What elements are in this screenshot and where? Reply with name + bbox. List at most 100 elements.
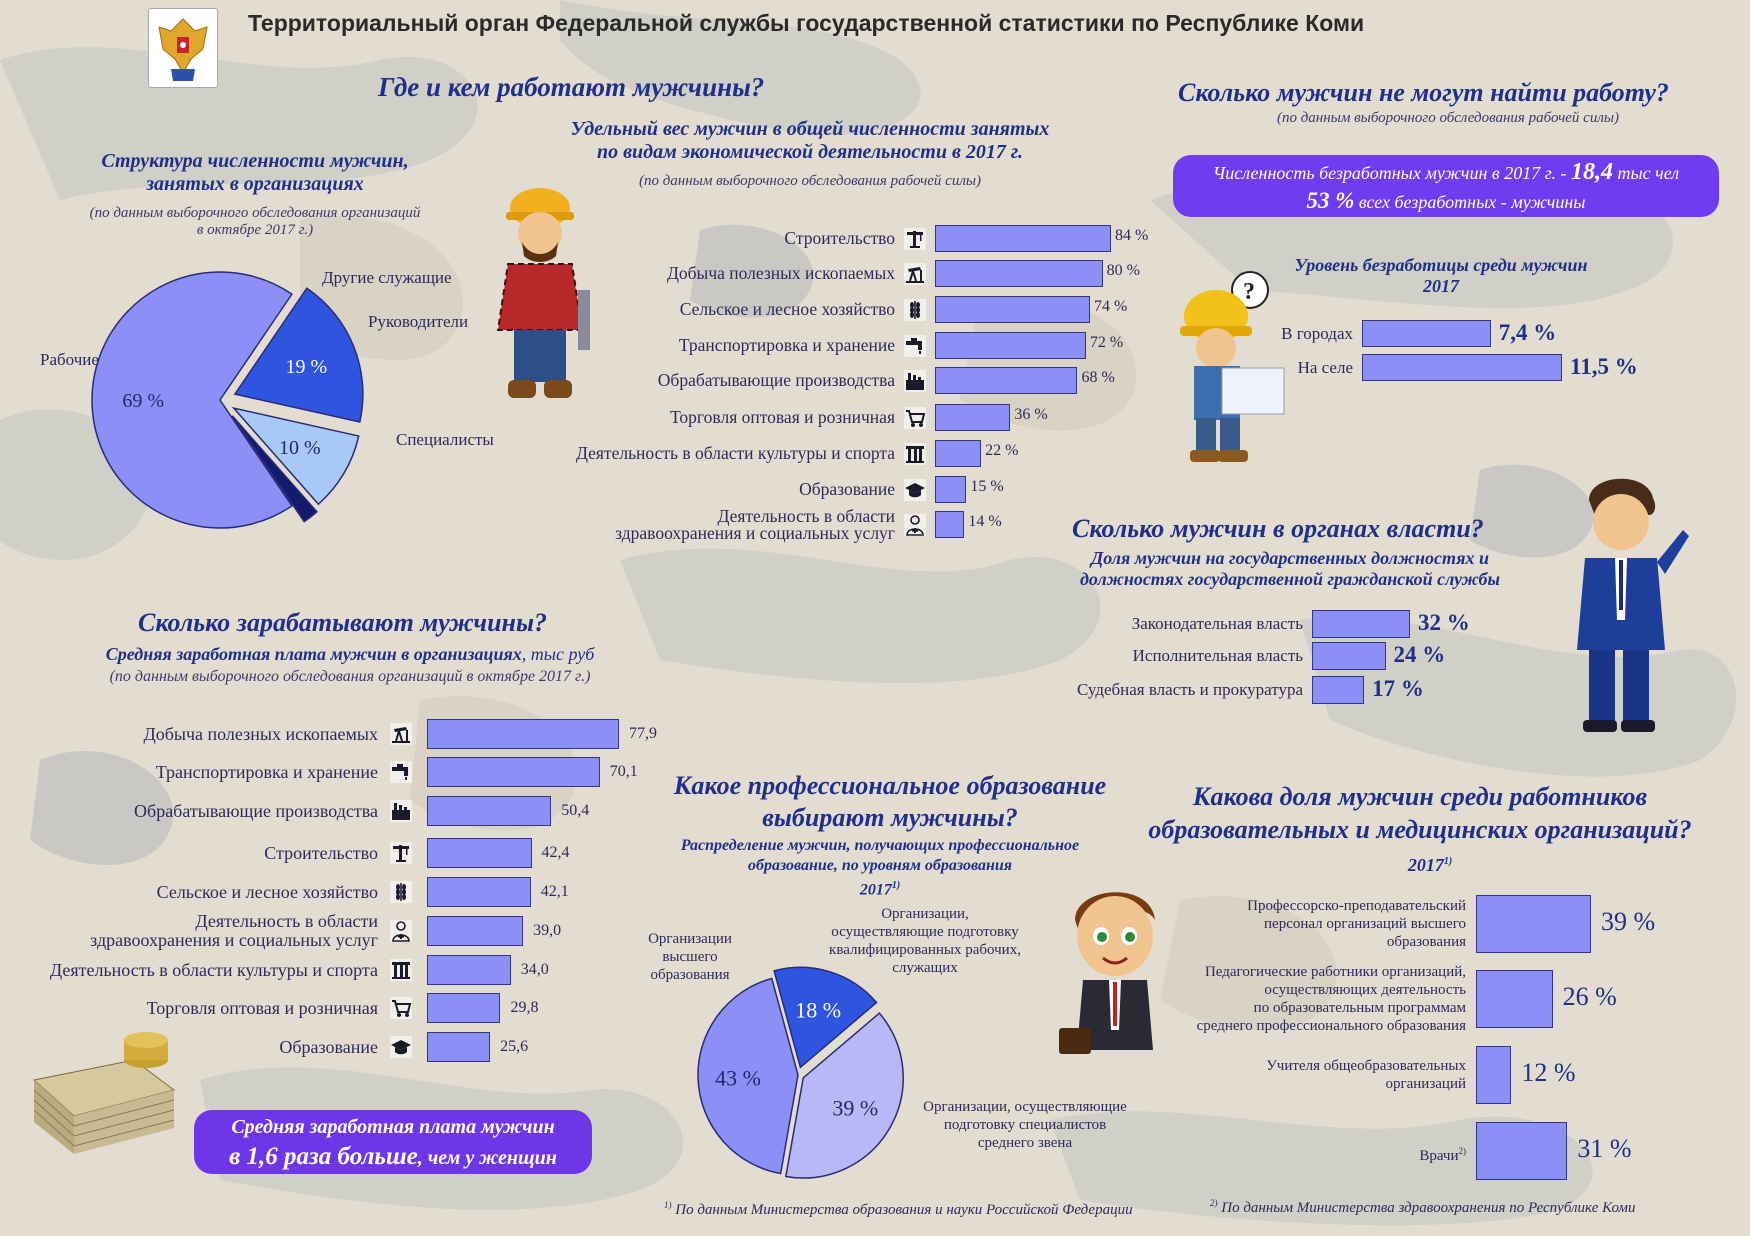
footnote-2-sup: 2) (1210, 1198, 1218, 1208)
bar-value-label: 7,4 % (1498, 320, 1557, 345)
bar-category-label: Деятельность в области здравоохранения и … (90, 912, 378, 950)
share-title-line1: Удельный вес мужчин в общей численности … (570, 118, 1050, 140)
bar-category-label: Сельское и лесное хозяйство (680, 300, 895, 318)
edu-pie-category-line: образования (650, 967, 730, 983)
bar-category-line: Врачи2) (1419, 1146, 1466, 1164)
bar-category-line: Деятельность в области (717, 505, 895, 526)
pie-slice (231, 415, 318, 523)
bar-value-label: 70,1 (609, 763, 638, 780)
factory-icon (390, 800, 412, 822)
pie-slice (91, 271, 293, 529)
bar-category-label: Обрабатывающие производства (657, 370, 895, 390)
bar (427, 916, 524, 946)
structure-note-line2: в октябре 2017 г.) (196, 222, 314, 238)
bar-category-line: Законодательная власть (1131, 614, 1303, 633)
tap-icon (390, 761, 412, 783)
share-title: Удельный вес мужчин в общей численности … (490, 118, 1130, 164)
unemp-rate-title: Уровень безработицы среди мужчин 2017 (1266, 255, 1616, 297)
unemp-title: Сколько мужчин не могут найти работу? (1178, 78, 1669, 107)
bar-value-label: 26 % (1562, 982, 1617, 1011)
salary-sub-unit: , тыс руб (521, 644, 595, 664)
bar-category-line: Транспортировка и хранение (155, 761, 378, 782)
bar-category-line: Деятельность в области (195, 911, 378, 931)
bar (427, 719, 619, 749)
edu-pie-category-line: служащих (892, 960, 958, 976)
where-title: Где и кем работают мужчины? (378, 72, 765, 102)
edu-pie-category-line: Организации, (881, 906, 969, 922)
bar (935, 296, 1091, 323)
unemp-box-count: 18,4 (1570, 159, 1613, 185)
bar (427, 1032, 491, 1062)
med-title-line1: Какова доля мужчин среди работников (1192, 782, 1648, 811)
med-year-sup: 1) (1443, 856, 1453, 867)
bar-value-label: 14 % (968, 513, 1002, 530)
bar (935, 511, 965, 538)
pie-value-label: 39 % (832, 1096, 878, 1121)
bar-value-label: 34,0 (520, 961, 549, 978)
pie-label-other: Другие служащие (322, 268, 452, 287)
bar-value-label: 32 % (1418, 610, 1470, 635)
bar-category-line: Обрабатывающие производства (657, 370, 895, 390)
cart-icon (390, 997, 412, 1019)
bar (1362, 354, 1562, 381)
bar-value-label: 17 % (1372, 676, 1424, 701)
bar-category-label: На селе (1298, 358, 1353, 377)
structure-title: Структура численности мужчин, занятых в … (30, 150, 480, 196)
bar-value-label: 68 % (1081, 369, 1115, 386)
bar (1476, 1046, 1512, 1104)
bar-category-line: персонал организаций высшего (1264, 916, 1466, 932)
bar-category-line: образования (1386, 934, 1466, 950)
bar-value-label: 25,6 (500, 1038, 529, 1055)
unemp-box-line2: 53 % всех безработных - мужчины (1173, 187, 1719, 216)
salary-summary-box: Средняя заработная плата мужчин в 1,6 ра… (194, 1110, 592, 1174)
bar (1312, 610, 1410, 638)
bar-category-line: Профессорско-преподавательский (1247, 898, 1466, 914)
doctor-icon (390, 920, 412, 942)
unemp-box-share: 53 % (1306, 188, 1355, 213)
edu-pie-category-label: Организации, осуществляющие подготовку ква… (800, 905, 1050, 977)
gov-sub: Доля мужчин на государственных должностя… (1040, 548, 1540, 590)
bar (1476, 895, 1591, 953)
bar-category-line: Добыча полезных ископаемых (666, 263, 895, 283)
pie-slice (697, 977, 799, 1175)
student-figure-image (1059, 892, 1155, 1054)
education-pie-chart: 43 % 18 % 39 % (697, 966, 904, 1179)
footnote-1-sup: 1) (664, 1200, 672, 1210)
wheat-icon (390, 881, 412, 903)
doctor-icon (904, 513, 926, 536)
bar-value-label: 72 % (1089, 334, 1124, 351)
edu-pie-category-line: среднего звена (977, 1135, 1073, 1151)
salary-box-tail: , чем у женщин (417, 1147, 557, 1169)
bar-value-label: 12 % (1521, 1058, 1576, 1087)
salary-sub: Средняя заработная плата мужчин в органи… (40, 644, 660, 665)
edu-title: Какое профессиональное образование выбир… (640, 770, 1140, 834)
bar-category-label: Профессорско-преподавательский персонал о… (1247, 897, 1466, 951)
unemp-box-line1: Численность безработных мужчин в 2017 г.… (1173, 158, 1719, 187)
bar-category-label: Сельское и лесное хозяйство (157, 882, 378, 902)
column-icon (904, 442, 926, 465)
pie-value-label: 19 % (285, 356, 327, 378)
med-title: Какова доля мужчин среди работников обра… (1110, 780, 1730, 846)
bar (427, 993, 501, 1023)
bar (935, 440, 982, 467)
bar-value-label: 39 % (1601, 907, 1656, 936)
bar-category-label: Образование (279, 1037, 378, 1057)
salary-box-line1: Средняя заработная плата мужчин (231, 1116, 555, 1138)
edu-sub: Распределение мужчин, получающих професс… (630, 836, 1130, 900)
bar (1312, 676, 1365, 704)
unemp-box-text-d: всех безработных - мужчины (1354, 192, 1586, 212)
bar-value-label: 31 % (1577, 1134, 1632, 1163)
edu-pie-category-line: осуществляющие подготовку (831, 924, 1019, 940)
bar-category-label: Педагогические работники организаций, осу… (1197, 963, 1466, 1035)
structure-note-line1: (по данным выборочного обследования орга… (89, 205, 421, 221)
edu-pie-category-line: подготовку специалистов (943, 1117, 1107, 1133)
bar (427, 796, 552, 826)
unemp-box-text-c: тыс чел (1612, 163, 1680, 183)
edu-sub-year-sup: 1) (891, 880, 901, 891)
share-title-line2: по видам экономической деятельности в 20… (596, 141, 1024, 163)
edu-pie-category-label: Организации, осуществляющие подготовку сп… (900, 1098, 1150, 1152)
bar (935, 260, 1103, 287)
bar-category-label: Законодательная власть (1132, 615, 1303, 633)
edu-pie-category-line: Организации (648, 931, 732, 947)
bar-category-label: Транспортировка и хранение (155, 761, 378, 782)
